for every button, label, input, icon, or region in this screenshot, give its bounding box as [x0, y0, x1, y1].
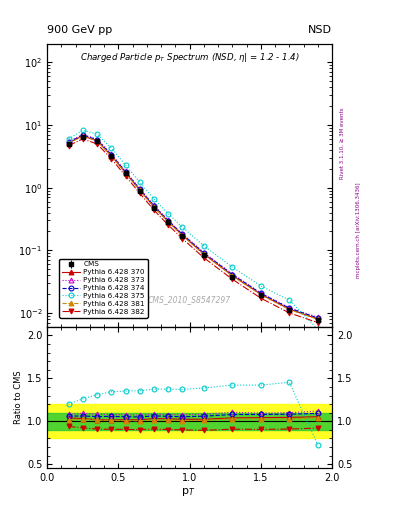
Y-axis label: Ratio to CMS: Ratio to CMS — [14, 371, 23, 424]
Legend: CMS, Pythia 6.428 370, Pythia 6.428 373, Pythia 6.428 374, Pythia 6.428 375, Pyt: CMS, Pythia 6.428 370, Pythia 6.428 373,… — [59, 259, 147, 317]
Text: Charged Particle p$_T$ Spectrum (NSD, $\eta$| = 1.2 - 1.4): Charged Particle p$_T$ Spectrum (NSD, $\… — [80, 51, 299, 63]
Text: p$_T$: p$_T$ — [181, 486, 195, 498]
Text: mcplots.cern.ch [arXiv:1306.3436]: mcplots.cern.ch [arXiv:1306.3436] — [356, 183, 361, 278]
Bar — [47, 413, 332, 430]
Text: Rivet 3.1.10, ≥ 3M events: Rivet 3.1.10, ≥ 3M events — [340, 108, 345, 179]
Text: NSD: NSD — [308, 25, 332, 35]
Bar — [47, 404, 332, 438]
Text: CMS_2010_S8547297: CMS_2010_S8547297 — [148, 295, 231, 305]
Text: 900 GeV pp: 900 GeV pp — [47, 25, 112, 35]
